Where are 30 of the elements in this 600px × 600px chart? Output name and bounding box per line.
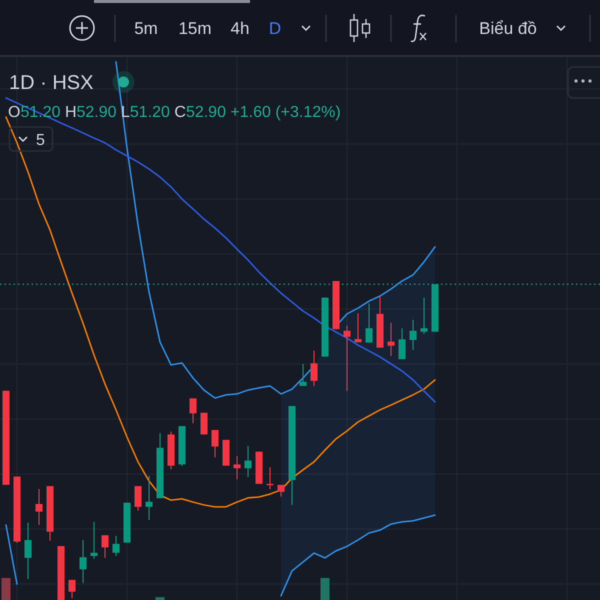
candlestick xyxy=(200,412,208,435)
candlestick xyxy=(410,319,416,350)
text: Biểu đồ xyxy=(479,19,537,38)
text: 5m xyxy=(134,19,158,38)
candlestick xyxy=(344,325,350,392)
candlestick xyxy=(80,540,86,584)
candlestick xyxy=(300,363,306,386)
candlestick xyxy=(146,475,152,520)
text: 15m xyxy=(178,19,212,38)
text: 4h xyxy=(230,19,250,38)
text: D xyxy=(268,19,282,38)
candlestick xyxy=(90,521,98,560)
chart-title: 1D · HSX xyxy=(9,72,94,94)
candlestick xyxy=(24,522,32,580)
candlestick xyxy=(112,535,120,556)
candlestick xyxy=(36,488,42,526)
candlestick xyxy=(190,398,196,424)
candlestick xyxy=(388,322,394,356)
candlestick xyxy=(310,350,318,386)
candlestick xyxy=(102,534,108,558)
candlestick xyxy=(234,456,240,480)
candlestick xyxy=(366,302,372,344)
candlestick xyxy=(68,579,76,599)
candlestick xyxy=(354,312,362,343)
candlestick xyxy=(244,445,252,478)
candlestick xyxy=(134,486,142,512)
candlestick xyxy=(420,297,428,334)
candlestick xyxy=(212,429,218,458)
text: 5 xyxy=(36,132,45,149)
candlestick xyxy=(398,328,406,360)
